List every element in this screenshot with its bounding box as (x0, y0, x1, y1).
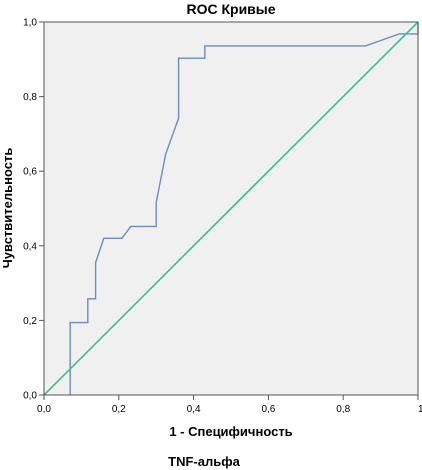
chart-title: ROC Кривые (186, 1, 275, 17)
reference-diagonal-line (43, 21, 419, 396)
x-axis-label: 1 - Специфичность (169, 424, 292, 439)
series-layer (43, 21, 419, 396)
y-tick-label: 0,8 (23, 92, 37, 103)
x-tick-label: 0,4 (187, 404, 201, 415)
plot-frame (43, 21, 419, 396)
x-axis: 0,0 0,2 0,4 0,6 0,8 1,0 (37, 395, 422, 415)
y-tick-label: 0,4 (23, 241, 37, 252)
x-tick-label: 0,8 (336, 404, 350, 415)
roc-curve-line (69, 22, 419, 395)
y-axis-label: Чувствительность (0, 148, 15, 269)
x-tick-label: 1,0 (418, 404, 422, 415)
y-tick-label: 1,0 (23, 18, 37, 29)
chart-caption: TNF-альфа (168, 454, 240, 469)
y-tick-label: 0,6 (23, 167, 37, 178)
y-tick-label: 0,2 (23, 316, 37, 327)
x-tick-label: 0,6 (261, 404, 275, 415)
x-tick-label: 0,0 (37, 404, 51, 415)
y-axis: 0,0 0,2 0,4 0,6 0,8 1,0 (23, 18, 44, 402)
y-tick-label: 0,0 (23, 391, 37, 402)
x-tick-label: 0,2 (112, 404, 126, 415)
